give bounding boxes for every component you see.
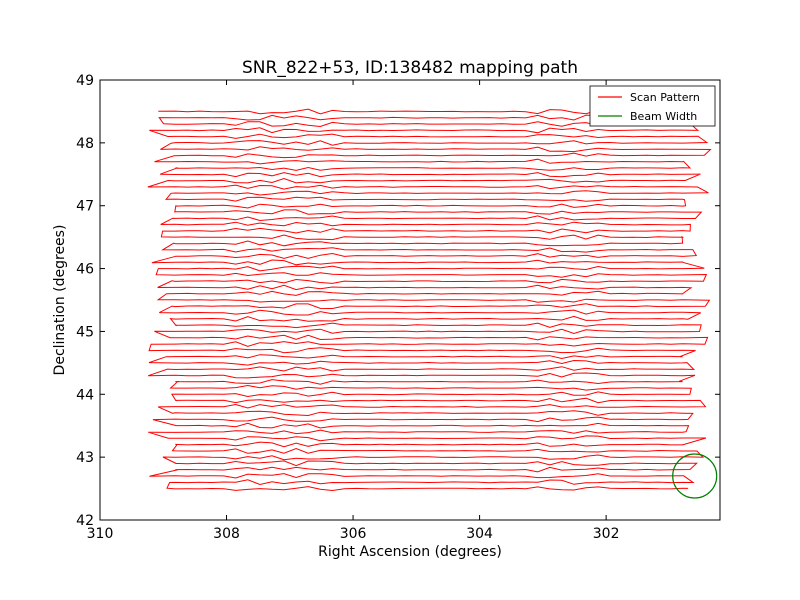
legend-label-beam-width: Beam Width [630, 110, 697, 123]
x-axis-label: Right Ascension (degrees) [318, 544, 502, 560]
y-tick-label: 46 [76, 262, 94, 278]
y-tick-label: 44 [76, 387, 94, 403]
y-tick-label: 48 [76, 136, 94, 152]
x-tick-label: 302 [593, 526, 620, 542]
beam-width-circle [672, 453, 718, 499]
y-tick-label: 49 [76, 73, 94, 89]
legend-label-scan-pattern: Scan Pattern [630, 91, 700, 104]
x-tick-label: 308 [213, 526, 240, 542]
plot-frame [99, 79, 721, 521]
x-tick-label: 306 [340, 526, 367, 542]
x-tick-label: 304 [466, 526, 493, 542]
legend: Scan Pattern Beam Width [589, 85, 716, 127]
y-tick-label: 45 [76, 324, 94, 340]
y-axis-label: Declination (degrees) [52, 225, 68, 376]
y-tick-label: 43 [76, 450, 94, 466]
y-axis: 42 43 44 45 46 47 48 49 [76, 73, 720, 529]
chart-title: SNR_822+53, ID:138482 mapping path [242, 58, 578, 78]
x-axis: 310 308 306 304 302 [87, 80, 620, 542]
legend-box [589, 85, 716, 127]
scan-pattern-line [147, 108, 712, 492]
scan-pattern-series [147, 108, 712, 492]
x-tick-label: 310 [87, 526, 114, 542]
y-tick-label: 42 [76, 513, 94, 529]
plot-area [99, 79, 721, 521]
y-tick-label: 47 [76, 199, 94, 215]
